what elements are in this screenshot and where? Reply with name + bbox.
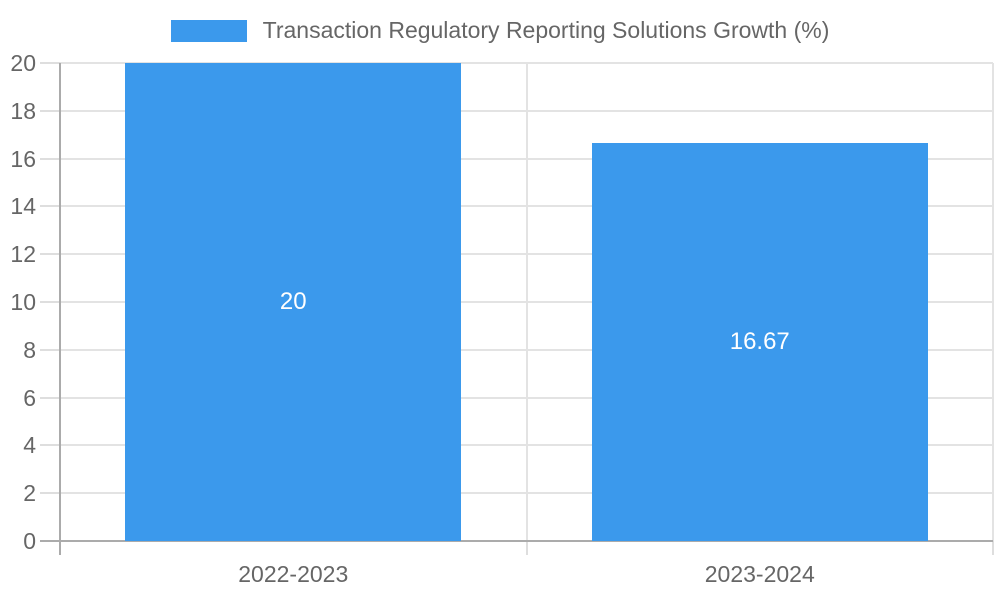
y-tick-mark: [40, 396, 60, 399]
bar-2022-2023[interactable]: [125, 63, 461, 541]
y-tick-label: 10: [10, 289, 36, 315]
x-tick-mark: [525, 541, 528, 555]
y-tick-mark: [40, 253, 60, 256]
category-boundary-gridline: [992, 63, 994, 541]
y-tick-mark: [40, 301, 60, 303]
x-tick-mark: [59, 541, 61, 555]
y-tick-mark: [40, 62, 60, 64]
legend-label: Transaction Regulatory Reporting Solutio…: [262, 17, 830, 43]
bar-value-label: 20: [279, 288, 307, 315]
y-tick-mark: [40, 205, 60, 208]
x-tick-mark: [992, 541, 994, 555]
y-tick-label: 2: [23, 480, 36, 507]
y-tick-mark: [40, 444, 60, 447]
y-tick-label: 8: [23, 336, 36, 363]
x-tick-label: 2022-2023: [238, 561, 349, 587]
y-tick-mark: [40, 348, 60, 351]
y-tick-mark: [40, 157, 60, 160]
y-tick-label: 6: [23, 384, 36, 411]
y-tick-label: 20: [10, 50, 36, 76]
chart-legend[interactable]: Transaction Regulatory Reporting Solutio…: [0, 17, 1000, 44]
category-boundary-gridline: [525, 63, 528, 541]
y-tick-label: 18: [10, 97, 36, 124]
x-tick-label: 2023-2024: [704, 561, 815, 587]
legend-swatch: [170, 19, 247, 42]
y-tick-label: 14: [10, 193, 36, 220]
bar-value-label: 16.67: [729, 327, 790, 355]
y-axis-line: [59, 63, 61, 541]
x-axis-line: [40, 540, 993, 542]
y-tick-label: 4: [23, 432, 36, 459]
bar-2023-2024[interactable]: [592, 142, 928, 541]
y-tick-mark: [40, 109, 60, 112]
y-tick-label: 12: [10, 241, 36, 268]
y-tick-label: 16: [10, 145, 36, 172]
y-tick-label: 0: [23, 528, 36, 554]
y-tick-mark: [40, 492, 60, 495]
